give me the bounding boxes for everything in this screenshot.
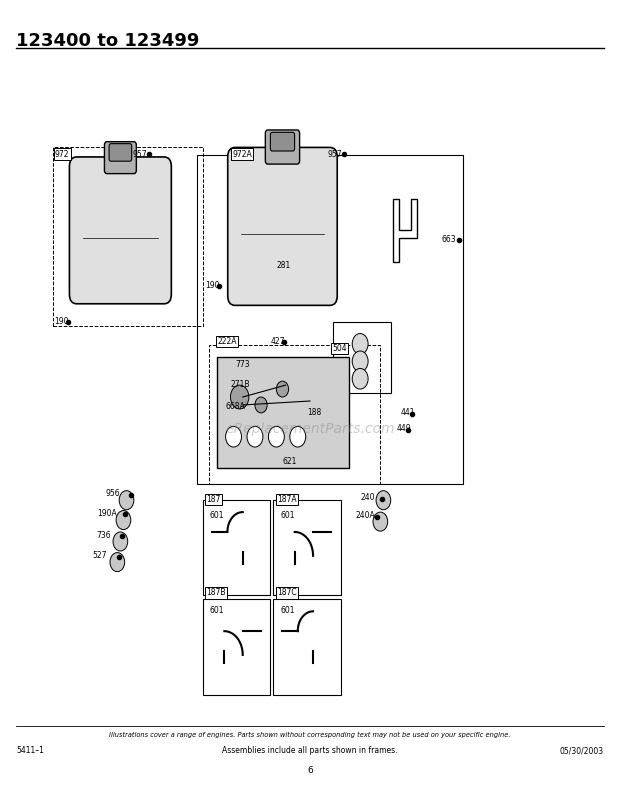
Text: 427: 427 bbox=[271, 337, 285, 346]
Text: 972A: 972A bbox=[232, 149, 252, 159]
Text: 187: 187 bbox=[206, 495, 220, 504]
Text: 441: 441 bbox=[401, 408, 415, 417]
Text: Assemblies include all parts shown in frames.: Assemblies include all parts shown in fr… bbox=[222, 746, 398, 755]
Text: 05/30/2003: 05/30/2003 bbox=[559, 746, 604, 755]
FancyBboxPatch shape bbox=[109, 144, 131, 161]
Text: 240: 240 bbox=[361, 493, 375, 502]
Text: 601: 601 bbox=[209, 606, 224, 615]
Text: 663: 663 bbox=[441, 235, 456, 245]
FancyBboxPatch shape bbox=[270, 132, 294, 151]
Circle shape bbox=[373, 512, 388, 531]
Text: eReplacementParts.com: eReplacementParts.com bbox=[225, 422, 395, 435]
FancyBboxPatch shape bbox=[104, 142, 136, 173]
Text: 957: 957 bbox=[133, 149, 147, 159]
Circle shape bbox=[113, 532, 128, 551]
Text: 190: 190 bbox=[205, 281, 219, 290]
Text: 187C: 187C bbox=[278, 589, 297, 597]
Text: 240A: 240A bbox=[356, 512, 376, 520]
Text: 123400 to 123499: 123400 to 123499 bbox=[16, 32, 200, 50]
Circle shape bbox=[352, 351, 368, 371]
Text: 668A: 668A bbox=[226, 402, 246, 411]
Text: 601: 601 bbox=[281, 606, 295, 615]
Text: 190A: 190A bbox=[97, 509, 117, 518]
Text: 736: 736 bbox=[96, 530, 110, 540]
Text: 449: 449 bbox=[397, 424, 412, 433]
Circle shape bbox=[226, 427, 242, 447]
Text: 621: 621 bbox=[283, 457, 297, 467]
Circle shape bbox=[116, 511, 131, 529]
Text: 504: 504 bbox=[333, 344, 347, 353]
Circle shape bbox=[255, 397, 267, 413]
FancyBboxPatch shape bbox=[265, 130, 299, 164]
Circle shape bbox=[119, 491, 134, 510]
Text: 188: 188 bbox=[307, 408, 321, 417]
Circle shape bbox=[352, 334, 368, 354]
Circle shape bbox=[231, 385, 249, 409]
Text: 281: 281 bbox=[277, 261, 291, 270]
Circle shape bbox=[277, 381, 288, 397]
Circle shape bbox=[247, 427, 263, 447]
Text: 6: 6 bbox=[307, 766, 313, 775]
Text: 956: 956 bbox=[105, 489, 120, 498]
Text: 957: 957 bbox=[327, 149, 342, 159]
Text: 601: 601 bbox=[209, 512, 224, 520]
FancyBboxPatch shape bbox=[69, 157, 171, 304]
Text: 972: 972 bbox=[55, 149, 69, 159]
Text: Illustrations cover a range of engines. Parts shown without corresponding text m: Illustrations cover a range of engines. … bbox=[109, 732, 511, 738]
Circle shape bbox=[268, 427, 285, 447]
Text: 601: 601 bbox=[281, 512, 295, 520]
Text: 5411–1: 5411–1 bbox=[16, 746, 44, 755]
Text: 271B: 271B bbox=[231, 379, 250, 389]
Circle shape bbox=[290, 427, 306, 447]
Text: 190: 190 bbox=[55, 317, 69, 326]
Text: 222A: 222A bbox=[217, 337, 236, 346]
Circle shape bbox=[352, 368, 368, 389]
Text: 527: 527 bbox=[93, 551, 107, 560]
Circle shape bbox=[376, 491, 391, 510]
Text: 187A: 187A bbox=[278, 495, 297, 504]
FancyBboxPatch shape bbox=[217, 358, 348, 468]
Circle shape bbox=[110, 553, 125, 572]
FancyBboxPatch shape bbox=[228, 148, 337, 306]
Text: 773: 773 bbox=[236, 360, 250, 369]
Text: 187B: 187B bbox=[206, 589, 226, 597]
